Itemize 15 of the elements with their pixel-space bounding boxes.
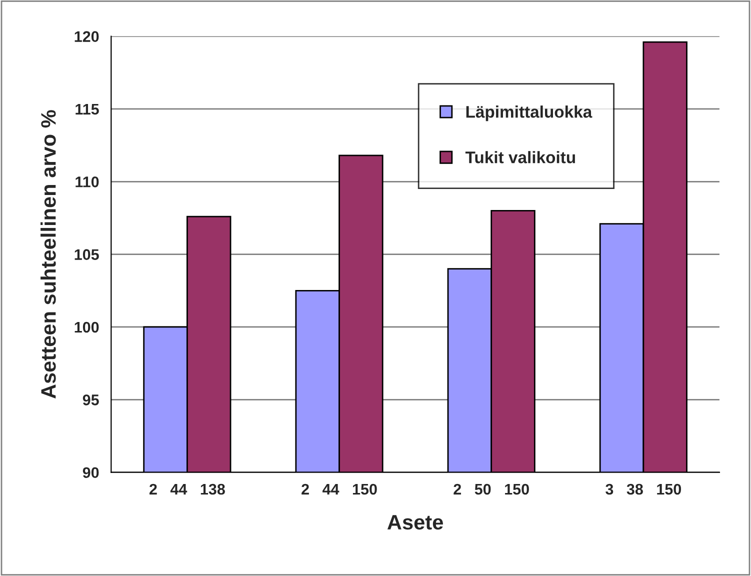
y-axis-title: Asetteen suhteellinen arvo % [40, 110, 56, 398]
y-tick-label: 100 [74, 322, 99, 333]
y-tick-label: 115 [76, 104, 99, 115]
y-tick-label: 110 [76, 176, 99, 188]
y-tick-label: 95 [82, 394, 99, 406]
x-tick-label: 2 50 150 [454, 484, 529, 495]
x-tick-label: 2 44 150 [302, 484, 377, 495]
legend-label: Läpimittaluokka [466, 106, 592, 122]
legend-label: Tukit valikoitu [465, 151, 575, 164]
x-tick-label: 2 44 138 [149, 484, 225, 495]
x-axis-title: Asete [387, 515, 443, 530]
y-tick-label: 120 [74, 31, 99, 42]
x-tick-label: 3 38 150 [606, 484, 682, 495]
y-tick-label: 105 [74, 249, 99, 260]
y-tick-label: 90 [82, 467, 99, 478]
